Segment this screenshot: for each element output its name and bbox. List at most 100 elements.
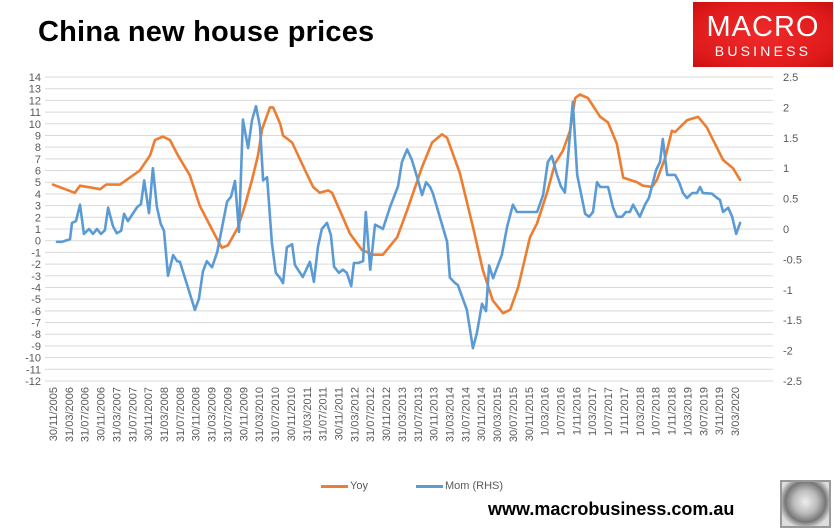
x-tick-label: 1/07/2017	[603, 387, 615, 436]
left-tick-label: -10	[25, 353, 41, 365]
x-tick-label: 3/03/2020	[730, 387, 742, 436]
x-tick-label: 3/11/2019	[714, 387, 726, 435]
left-tick-label: -12	[25, 376, 41, 388]
legend-label-mom: Mom (RHS)	[445, 480, 504, 492]
x-tick-label: 31/07/2010	[270, 387, 282, 442]
website-url: www.macrobusiness.com.au	[488, 499, 735, 519]
wolf-logo-image	[780, 480, 831, 528]
legend-swatch-yoy	[321, 484, 348, 488]
right-axis-ticks: 2.5 2 1.5 1 0.5 0 -0.5 -1 -1.5 -2 -2.5	[783, 72, 802, 388]
right-tick-label: -1	[783, 285, 793, 297]
x-tick-label: 1/07/2016	[556, 387, 568, 436]
x-tick-label: 31/03/2012	[349, 387, 361, 442]
left-tick-label: 9	[35, 130, 41, 142]
x-tick-label: 31/07/2008	[175, 387, 187, 442]
x-tick-label: 31/07/2009	[222, 387, 234, 442]
series-line-mom	[55, 100, 742, 350]
x-tick-label: 1/03/2017	[587, 387, 599, 436]
legend-item-mom: Mom (RHS)	[416, 480, 503, 492]
left-tick-label: 3	[35, 201, 41, 213]
legend-swatch-mom	[416, 484, 443, 488]
left-tick-label: 5	[35, 177, 41, 189]
x-tick-label: 1/11/2017	[619, 387, 631, 435]
x-tick-label: 31/03/2008	[159, 387, 171, 442]
legend-item-yoy: Yoy	[321, 480, 368, 492]
macrobusiness-logo: MACRO BUSINESS	[693, 2, 833, 67]
left-tick-label: 14	[29, 72, 41, 84]
left-tick-label: 7	[35, 154, 41, 166]
right-tick-label: -2.5	[783, 376, 802, 388]
left-tick-label: -5	[31, 294, 41, 306]
x-tick-label: 30/11/2008	[191, 387, 203, 441]
x-tick-label: 30/11/2011	[333, 387, 345, 440]
left-tick-label: -11	[26, 364, 41, 376]
logo-line2: BUSINESS	[714, 43, 812, 59]
logo-line1: MACRO	[706, 11, 820, 43]
left-tick-label: 2	[35, 212, 41, 224]
x-tick-label: 31/03/2007	[111, 387, 123, 442]
x-tick-label: 31/03/2011	[302, 387, 314, 441]
left-tick-label: 11	[30, 107, 41, 119]
left-tick-label: 8	[35, 142, 41, 154]
left-tick-label: -6	[31, 306, 41, 318]
x-tick-label: 30/11/2009	[238, 387, 250, 441]
x-tick-label: 31/07/2014	[460, 387, 472, 442]
series-line-yoy	[51, 93, 742, 315]
left-tick-label: -9	[31, 341, 41, 353]
left-tick-label: 12	[29, 95, 41, 107]
right-tick-label: 2.5	[783, 72, 798, 84]
x-tick-label: 31/03/2010	[254, 387, 266, 442]
left-tick-label: 0	[35, 236, 41, 248]
x-tick-label: 1/07/2018	[651, 387, 663, 436]
left-tick-label: 10	[29, 119, 41, 131]
x-axis-ticks: 30/11/2005 31/03/2006 31/07/2006 30/11/2006…	[48, 387, 742, 442]
x-tick-label: 1/11/2016	[571, 387, 583, 435]
x-tick-label: 1/03/2018	[635, 387, 647, 436]
x-tick-label: 3/07/2019	[698, 387, 710, 436]
series-lines	[51, 93, 742, 350]
left-tick-label: -7	[31, 318, 41, 330]
chart-title: China new house prices	[38, 16, 375, 48]
left-tick-label: -4	[31, 282, 41, 294]
gridlines	[45, 76, 773, 382]
left-tick-label: 6	[35, 166, 41, 178]
right-tick-label: 2	[783, 102, 789, 114]
left-tick-label: 13	[29, 84, 41, 96]
legend-label-yoy: Yoy	[350, 480, 368, 492]
left-tick-label: -1	[31, 247, 41, 259]
left-tick-label: 1	[35, 224, 41, 236]
x-tick-label: 31/03/2006	[64, 387, 76, 442]
left-tick-label: -3	[31, 271, 41, 283]
x-tick-label: 30/03/2015	[492, 387, 504, 442]
right-tick-label: 0.5	[783, 194, 798, 206]
x-tick-label: 31/07/2012	[365, 387, 377, 442]
left-axis-ticks: 14131211109876543210-1-2-3-4-5-6-7-8-9-1…	[25, 72, 41, 388]
x-tick-label: 1/03/2019	[682, 387, 694, 436]
x-tick-label: 30/11/2010	[286, 387, 298, 441]
x-tick-label: 30/11/2006	[96, 387, 108, 441]
x-tick-label: 30/11/2007	[143, 387, 155, 441]
x-tick-label: 31/03/2013	[397, 387, 409, 442]
right-tick-label: 0	[783, 224, 789, 236]
x-tick-label: 30/11/2013	[429, 387, 441, 441]
x-tick-label: 30/07/2015	[508, 387, 520, 442]
x-tick-label: 30/11/2012	[381, 387, 393, 441]
left-tick-label: -2	[31, 259, 41, 271]
x-tick-label: 31/07/2007	[127, 387, 139, 442]
left-tick-label: -8	[31, 329, 41, 341]
x-tick-label: 1/11/2018	[667, 387, 679, 435]
x-tick-label: 30/11/2015	[524, 387, 536, 441]
left-tick-label: 4	[35, 189, 41, 201]
right-tick-label: 1.5	[783, 133, 798, 145]
right-tick-label: -0.5	[783, 254, 802, 266]
x-tick-label: 30/11/2014	[476, 387, 488, 441]
x-tick-label: 31/07/2011	[318, 387, 330, 441]
x-tick-label: 30/11/2005	[48, 387, 60, 441]
x-tick-label: 31/07/2013	[413, 387, 425, 442]
x-tick-label: 1/03/2016	[540, 387, 552, 436]
x-tick-label: 31/03/2014	[445, 387, 457, 442]
right-tick-label: -1.5	[783, 315, 802, 327]
right-tick-label: -2	[783, 346, 793, 358]
x-tick-label: 31/07/2006	[80, 387, 92, 442]
